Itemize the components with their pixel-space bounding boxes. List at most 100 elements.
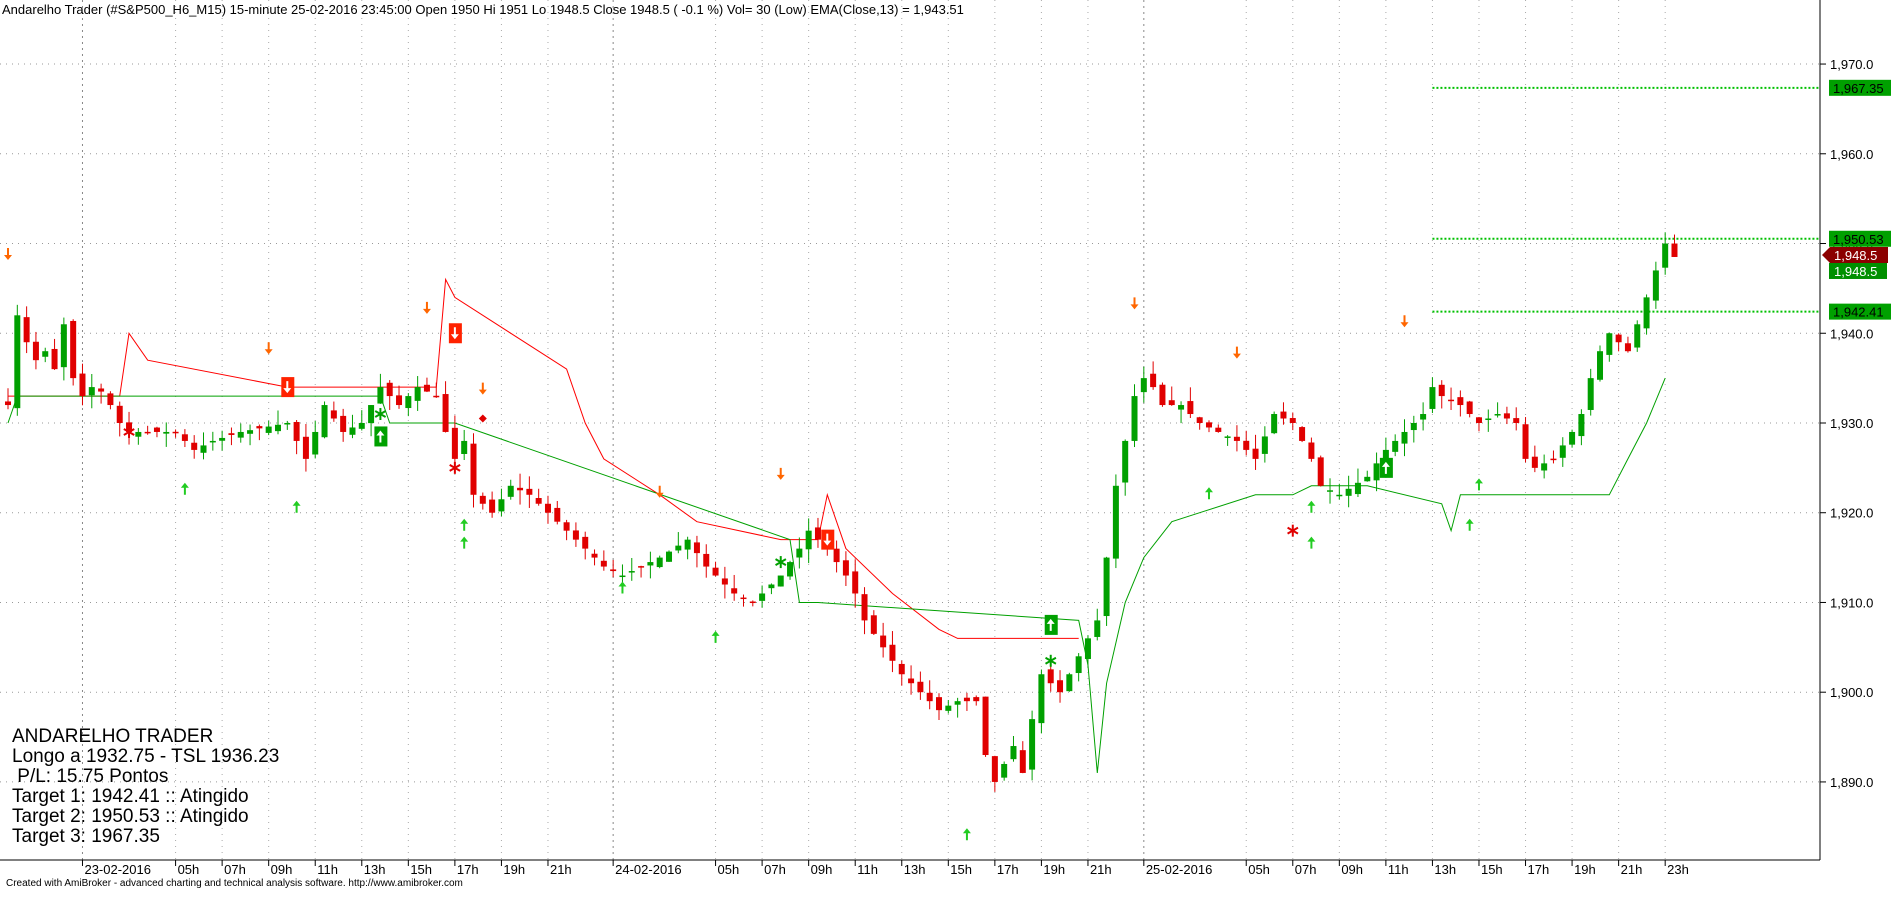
candle-body — [116, 405, 123, 423]
close-price-tag — [1829, 262, 1887, 279]
candle-body — [414, 387, 421, 401]
candle-body — [945, 705, 952, 711]
sell-arrow-icon — [264, 342, 273, 355]
candle-body — [1345, 488, 1352, 496]
candle-body — [1531, 456, 1538, 468]
candle-body — [1233, 436, 1240, 441]
candle-body — [1122, 440, 1129, 483]
candle-body — [1624, 343, 1631, 352]
candle-body — [209, 440, 216, 443]
candle-body — [982, 696, 989, 756]
candle-body — [917, 681, 924, 693]
candle-body — [1420, 414, 1427, 420]
info-target-3: Target 3: 1967.35 — [12, 826, 160, 847]
x-tick-label: 09h — [271, 862, 293, 877]
candle-body — [265, 426, 272, 433]
candle-body — [219, 437, 226, 441]
candles — [5, 232, 1678, 792]
x-tick-label: 17h — [997, 862, 1019, 877]
candle-body — [1634, 324, 1641, 348]
sell-arrow-icon — [655, 485, 664, 498]
candle-body — [358, 422, 365, 429]
candle-body — [1569, 431, 1576, 445]
candle-body — [731, 588, 738, 594]
candle-body — [619, 575, 626, 578]
candle-body — [1550, 458, 1557, 461]
x-tick-label: 07h — [224, 862, 246, 877]
candle-body — [1299, 427, 1306, 441]
candle-body — [1150, 373, 1157, 388]
candle-body — [377, 387, 384, 404]
target-tag-label: 1,942.41 — [1833, 305, 1884, 320]
candle-body — [1438, 384, 1445, 397]
candle-body — [787, 562, 794, 577]
buy-arrow-icon — [618, 581, 627, 594]
down-arrow-icon — [283, 381, 292, 394]
y-tick-label: 1,930.0 — [1830, 416, 1873, 431]
candle-body — [1457, 397, 1464, 406]
candle-body — [405, 396, 412, 409]
candle-body — [712, 567, 719, 576]
candle-body — [442, 394, 449, 432]
candle-body — [135, 431, 142, 437]
candle-body — [749, 601, 756, 604]
candle-body — [32, 341, 39, 361]
x-tick-label: 21h — [1621, 862, 1643, 877]
down-arrow-icon — [450, 327, 459, 340]
x-tick-label: 23-02-2016 — [84, 862, 151, 877]
candle-body — [321, 405, 328, 438]
candle-body — [349, 427, 356, 435]
candle-body — [1559, 445, 1566, 458]
star-icon-stroke — [775, 558, 787, 566]
candle-body — [1187, 401, 1194, 415]
buy-arrow-icon — [1307, 500, 1316, 513]
candle-body — [79, 373, 86, 397]
candle-body — [1029, 719, 1036, 770]
candle-body — [1084, 638, 1091, 659]
x-tick-label: 21h — [550, 862, 572, 877]
candle-body — [908, 678, 915, 684]
candle-body — [1280, 411, 1287, 419]
x-tick-label: 23h — [1667, 862, 1689, 877]
candle-body — [1038, 674, 1045, 724]
buy-arrow-icon — [962, 828, 971, 841]
y-tick-label: 1,940.0 — [1830, 326, 1873, 341]
candle-body — [610, 569, 617, 572]
sell-arrow-icon — [1400, 315, 1409, 328]
sell-arrow-icon — [4, 247, 12, 260]
trailing-stop-lines — [7, 277, 1666, 774]
candle-body — [1392, 440, 1399, 452]
x-tick-label: 13h — [904, 862, 926, 877]
target-tag-label: 1,950.53 — [1833, 232, 1884, 247]
candle-body — [703, 553, 710, 567]
signals — [4, 247, 1483, 841]
x-tick-label: 09h — [811, 862, 833, 877]
candle-body — [1578, 414, 1585, 437]
candle-body — [51, 348, 58, 370]
candle-body — [153, 427, 160, 432]
candle-body — [973, 697, 980, 702]
candle-body — [1652, 270, 1659, 301]
candle-body — [1317, 457, 1324, 486]
candle-body — [1066, 674, 1073, 692]
y-tick-label: 1,910.0 — [1830, 595, 1873, 610]
x-tick-label: 25-02-2016 — [1146, 862, 1213, 877]
sell-arrow-icon — [776, 467, 785, 480]
candle-body — [302, 436, 309, 459]
x-tick-label: 11h — [317, 862, 338, 877]
info-pl: P/L: 15.75 Pontos — [12, 766, 169, 787]
candle-body — [638, 566, 645, 568]
buy-arrow-icon — [1307, 536, 1316, 549]
x-tick-label: 15h — [950, 862, 972, 877]
candle-body — [777, 575, 784, 587]
candle-body — [889, 644, 896, 661]
candle-body — [1057, 680, 1064, 693]
candle-body — [582, 536, 589, 549]
candle-body — [1159, 384, 1166, 406]
candle-body — [247, 430, 254, 434]
candle-body — [796, 548, 803, 558]
tsl-long-line — [7, 377, 1666, 774]
candle-body — [963, 697, 970, 702]
candle-body — [591, 553, 598, 558]
